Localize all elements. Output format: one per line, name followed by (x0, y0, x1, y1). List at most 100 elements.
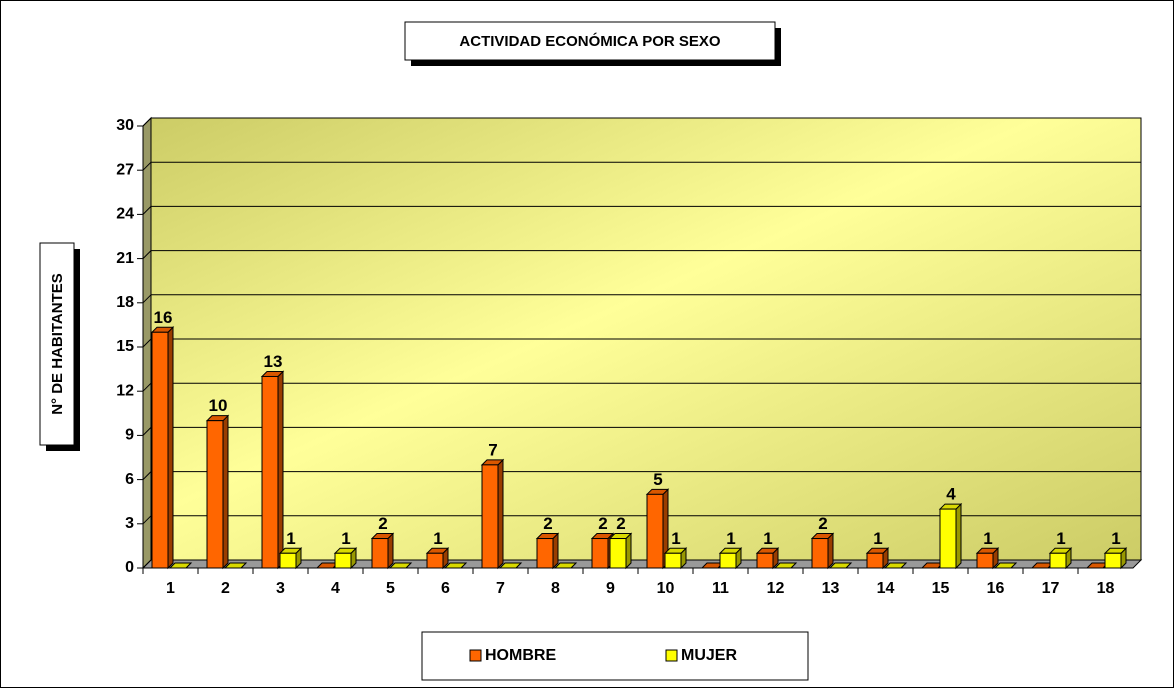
grid-line-side (142, 250, 152, 259)
x-tick-label: 7 (496, 580, 505, 597)
bar (664, 552, 682, 569)
bar (261, 375, 279, 569)
bar (646, 493, 664, 569)
bar (866, 552, 884, 569)
x-tick-label: 14 (877, 580, 895, 597)
bar-top (773, 562, 798, 569)
grid-line-side (142, 338, 152, 348)
bar (426, 552, 444, 569)
data-label: 2 (616, 514, 625, 533)
x-tick-label: 1 (166, 580, 175, 597)
bar (151, 331, 169, 569)
x-tick-label: 2 (221, 580, 230, 597)
x-tick-label: 6 (441, 580, 450, 597)
legend-swatch (469, 649, 482, 662)
data-label: 1 (433, 529, 442, 548)
data-label: 1 (873, 529, 882, 548)
bar-side (625, 532, 632, 570)
legend (421, 631, 809, 681)
y-tick-label: 9 (125, 427, 134, 444)
bar (481, 464, 499, 569)
bar-top (168, 562, 193, 569)
legend-label: MUJER (681, 647, 737, 664)
bar-top (553, 562, 578, 569)
bar (756, 552, 774, 569)
x-tick-label: 11 (712, 580, 729, 597)
data-label: 1 (726, 529, 735, 548)
x-tick-label: 8 (551, 580, 560, 597)
data-label: 2 (378, 514, 387, 533)
bar (334, 552, 352, 569)
y-tick-label: 6 (125, 471, 134, 488)
bar-side (955, 502, 962, 570)
grid-line-side (142, 559, 152, 569)
bar (609, 538, 627, 569)
data-label: 1 (671, 529, 680, 548)
x-tick-label: 15 (932, 580, 950, 597)
legend-swatch (665, 649, 678, 662)
x-tick-label: 17 (1042, 580, 1060, 597)
y-label-box (39, 242, 75, 446)
bar-top (443, 562, 468, 569)
plot-area: 0369121518212427301162103131415261778292… (116, 116, 1143, 597)
bar-top (828, 562, 853, 569)
bar-side (222, 414, 229, 570)
bar-top (223, 562, 248, 569)
data-label: 1 (1056, 529, 1065, 548)
bar (536, 538, 554, 569)
bar (371, 538, 389, 569)
legend-items: HOMBRE MUJER (469, 647, 737, 664)
bar-side (552, 532, 559, 570)
data-label: 2 (818, 514, 827, 533)
bar-side (387, 532, 394, 570)
y-tick-label: 3 (125, 515, 134, 532)
grid-line-side (142, 294, 152, 304)
y-tick-label: 27 (116, 161, 134, 178)
y-tick-label: 30 (116, 117, 134, 134)
bar-top (993, 562, 1018, 569)
legend-label: HOMBRE (485, 647, 556, 664)
grid-line-side (142, 206, 152, 215)
data-label: 7 (488, 440, 497, 459)
grid-line-side (142, 161, 152, 171)
x-tick-label: 3 (276, 580, 285, 597)
bar (591, 538, 609, 569)
y-tick-label: 21 (116, 250, 134, 267)
grid-line-side (142, 515, 152, 525)
grid-line-side (142, 471, 152, 480)
y-tick-label: 0 (125, 559, 134, 576)
chart-title: ACTIVIDAD ECONÓMICA POR SEXO (459, 32, 720, 50)
bar-side (167, 326, 174, 570)
bar (811, 538, 829, 569)
data-label: 5 (653, 470, 662, 489)
x-tick-label: 5 (386, 580, 395, 597)
x-tick-label: 16 (987, 580, 1005, 597)
data-label: 4 (946, 485, 956, 504)
data-label: 16 (154, 308, 173, 327)
data-label: 13 (264, 352, 283, 371)
data-label: 1 (1111, 529, 1120, 548)
y-tick-label: 18 (116, 294, 134, 311)
data-label: 2 (598, 514, 607, 533)
bar (719, 552, 737, 569)
bar (939, 508, 957, 569)
bar-top (883, 562, 908, 569)
grid-line-side (142, 382, 152, 392)
data-label: 1 (341, 529, 350, 548)
data-label: 1 (983, 529, 992, 548)
x-tick-label: 12 (767, 580, 785, 597)
bar-top (388, 562, 413, 569)
bar (1104, 552, 1122, 569)
title-box (404, 21, 776, 61)
data-label: 2 (543, 514, 552, 533)
bar-top (498, 562, 523, 569)
x-tick-label: 13 (822, 580, 840, 597)
x-tick-label: 18 (1097, 580, 1115, 597)
data-label: 1 (286, 529, 295, 548)
x-tick-label: 4 (331, 580, 340, 597)
y-tick-label: 15 (116, 338, 134, 355)
bar (976, 552, 994, 569)
y-axis-label: N° DE HABITANTES (49, 273, 66, 415)
data-label: 10 (209, 396, 228, 415)
